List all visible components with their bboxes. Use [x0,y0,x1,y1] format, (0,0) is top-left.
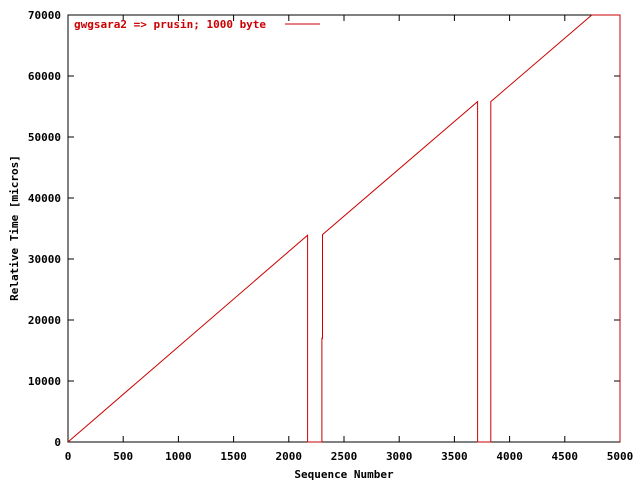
plot-frame [67,14,621,443]
x-tick-labels: 0 500 1000 1500 2000 2500 3000 3500 4000 4500 5000 [65,450,634,463]
x-tick-label: 5000 [607,450,634,463]
axis-ticks [67,14,621,443]
x-tick-label: 2000 [276,450,303,463]
y-tick-label: 40000 [28,192,61,205]
y-tick-label: 0 [54,436,61,449]
x-tick-label: 2500 [331,450,358,463]
legend-label: gwgsara2 => prusin; 1000 byte [74,18,266,31]
x-tick-label: 1000 [165,450,192,463]
x-tick-label: 500 [113,450,133,463]
y-tick-label: 20000 [28,314,61,327]
series-line [67,14,621,443]
y-tick-labels: 0 10000 20000 30000 40000 50000 60000 70000 [28,9,61,449]
y-tick-label: 30000 [28,253,61,266]
y-axis-label: Relative Time [micros] [8,155,21,301]
y-tick-label: 70000 [28,9,61,22]
series-group [67,14,621,443]
x-tick-label: 3000 [386,450,413,463]
y-tick-label: 10000 [28,375,61,388]
y-tick-label: 50000 [28,131,61,144]
x-tick-label: 1500 [220,450,247,463]
x-tick-label: 0 [65,450,72,463]
x-tick-label: 4000 [496,450,523,463]
x-tick-label: 4500 [552,450,579,463]
x-axis-label: Sequence Number [294,468,394,480]
y-tick-label: 60000 [28,70,61,83]
x-tick-label: 3500 [441,450,468,463]
